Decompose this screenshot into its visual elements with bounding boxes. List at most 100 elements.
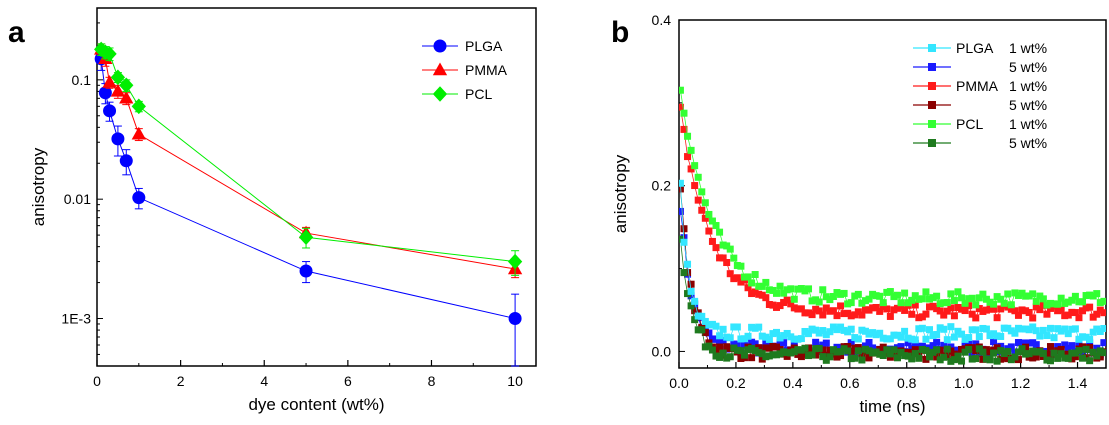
trace-point-3 xyxy=(1014,356,1022,364)
trace-point-1 xyxy=(879,347,887,355)
trace-point-2 xyxy=(968,310,976,318)
trace-point-5 xyxy=(844,347,852,355)
trace-point-2 xyxy=(815,307,823,315)
trace-point-0 xyxy=(751,324,759,332)
trace-point-4 xyxy=(854,290,862,298)
trace-point-0 xyxy=(815,329,823,337)
data-point-pcl xyxy=(110,69,126,86)
trace-point-2 xyxy=(719,254,727,262)
trace-point-0 xyxy=(755,323,763,331)
trace-point-5 xyxy=(797,346,805,354)
trace-point-4 xyxy=(1018,289,1026,297)
y-tick-label-b: 0.2 xyxy=(652,178,672,194)
trace-point-5 xyxy=(1093,352,1101,360)
y-axis-label-b: anisotropy xyxy=(611,154,630,233)
trace-point-1 xyxy=(851,350,859,358)
data-point-pmma xyxy=(102,75,117,88)
trace-point-3 xyxy=(783,352,791,360)
trace-point-1 xyxy=(812,338,820,346)
panel-label-b: b xyxy=(611,16,629,49)
trace-point-0 xyxy=(911,336,919,344)
trace-point-4 xyxy=(1046,299,1054,307)
trace-point-1 xyxy=(748,338,756,346)
trace-point-4 xyxy=(972,301,980,309)
trace-point-2 xyxy=(1057,306,1065,314)
trace-point-4 xyxy=(765,286,773,294)
trace-point-3 xyxy=(911,346,919,354)
trace-point-0 xyxy=(1096,328,1104,336)
trace-point-2 xyxy=(776,302,784,310)
trace-point-3 xyxy=(904,348,912,356)
trace-point-1 xyxy=(1022,339,1030,347)
trace-point-0 xyxy=(972,326,980,334)
trace-point-4 xyxy=(1089,292,1097,300)
trace-point-0 xyxy=(876,329,884,337)
data-point-pcl xyxy=(119,77,134,94)
trace-point-0 xyxy=(886,335,894,343)
trace-point-2 xyxy=(908,310,916,318)
trace-point-5 xyxy=(883,346,891,354)
trace-point-4 xyxy=(1093,290,1101,298)
trace-point-1 xyxy=(904,339,912,347)
trace-point-5 xyxy=(861,345,869,353)
trace-point-5 xyxy=(805,352,813,360)
legend-conc-b-3: 5 wt% xyxy=(1009,97,1047,113)
trace-point-2 xyxy=(975,305,983,313)
trace-point-5 xyxy=(712,352,720,360)
trace-point-4 xyxy=(997,295,1005,303)
trace-point-5 xyxy=(897,348,905,356)
trace-point-4 xyxy=(1022,292,1030,300)
trace-point-2 xyxy=(879,302,887,310)
trace-point-1 xyxy=(975,350,983,358)
trace-point-0 xyxy=(684,260,692,268)
trace-point-1 xyxy=(751,340,759,348)
trace-point-3 xyxy=(865,354,873,362)
trace-point-5 xyxy=(901,352,909,360)
trace-point-2 xyxy=(837,302,845,310)
trace-point-2 xyxy=(726,270,734,278)
trace-point-5 xyxy=(890,346,898,354)
trace-point-4 xyxy=(1043,301,1051,309)
trace-point-1 xyxy=(705,329,713,337)
trace-point-1 xyxy=(869,344,877,352)
trace-point-0 xyxy=(808,325,816,333)
trace-point-0 xyxy=(829,323,837,331)
trace-point-5 xyxy=(975,345,983,353)
trace-point-1 xyxy=(968,349,976,357)
trace-point-1 xyxy=(1100,339,1106,347)
trace-point-0 xyxy=(1018,325,1026,333)
x-axis-label-a: dye content (wt%) xyxy=(248,395,384,414)
legend-conc-b-1: 5 wt% xyxy=(1009,59,1047,75)
trace-point-5 xyxy=(1011,353,1019,361)
trace-point-5 xyxy=(869,349,877,357)
trace-point-3 xyxy=(982,346,990,354)
trace-point-5 xyxy=(708,346,716,354)
legend-label-plga: PLGA xyxy=(465,38,503,54)
trace-point-2 xyxy=(869,304,877,312)
trace-point-3 xyxy=(844,343,852,351)
trace-point-5 xyxy=(1064,354,1072,362)
trace-point-3 xyxy=(819,346,827,354)
legend-conc-b-0: 1 wt% xyxy=(1009,40,1047,56)
trace-point-2 xyxy=(993,314,1001,322)
trace-point-1 xyxy=(847,339,855,347)
trace-point-5 xyxy=(922,346,930,354)
trace-point-1 xyxy=(762,338,770,346)
trace-point-2 xyxy=(958,305,966,313)
trace-point-4 xyxy=(829,292,837,300)
trace-point-3 xyxy=(936,346,944,354)
trace-point-5 xyxy=(833,348,841,356)
trace-point-3 xyxy=(1025,353,1033,361)
x-tick-label-b: 0.4 xyxy=(783,375,803,391)
trace-point-2 xyxy=(762,294,770,302)
trace-point-5 xyxy=(943,345,951,353)
trace-point-5 xyxy=(801,344,809,352)
x-tick-label-b: 1.0 xyxy=(954,375,974,391)
trace-point-5 xyxy=(1043,356,1051,364)
trace-point-0 xyxy=(694,312,702,320)
trace-point-5 xyxy=(1032,348,1040,356)
trace-point-0 xyxy=(744,332,752,340)
trace-point-2 xyxy=(797,305,805,313)
trace-point-3 xyxy=(972,347,980,355)
trace-point-2 xyxy=(805,309,813,317)
